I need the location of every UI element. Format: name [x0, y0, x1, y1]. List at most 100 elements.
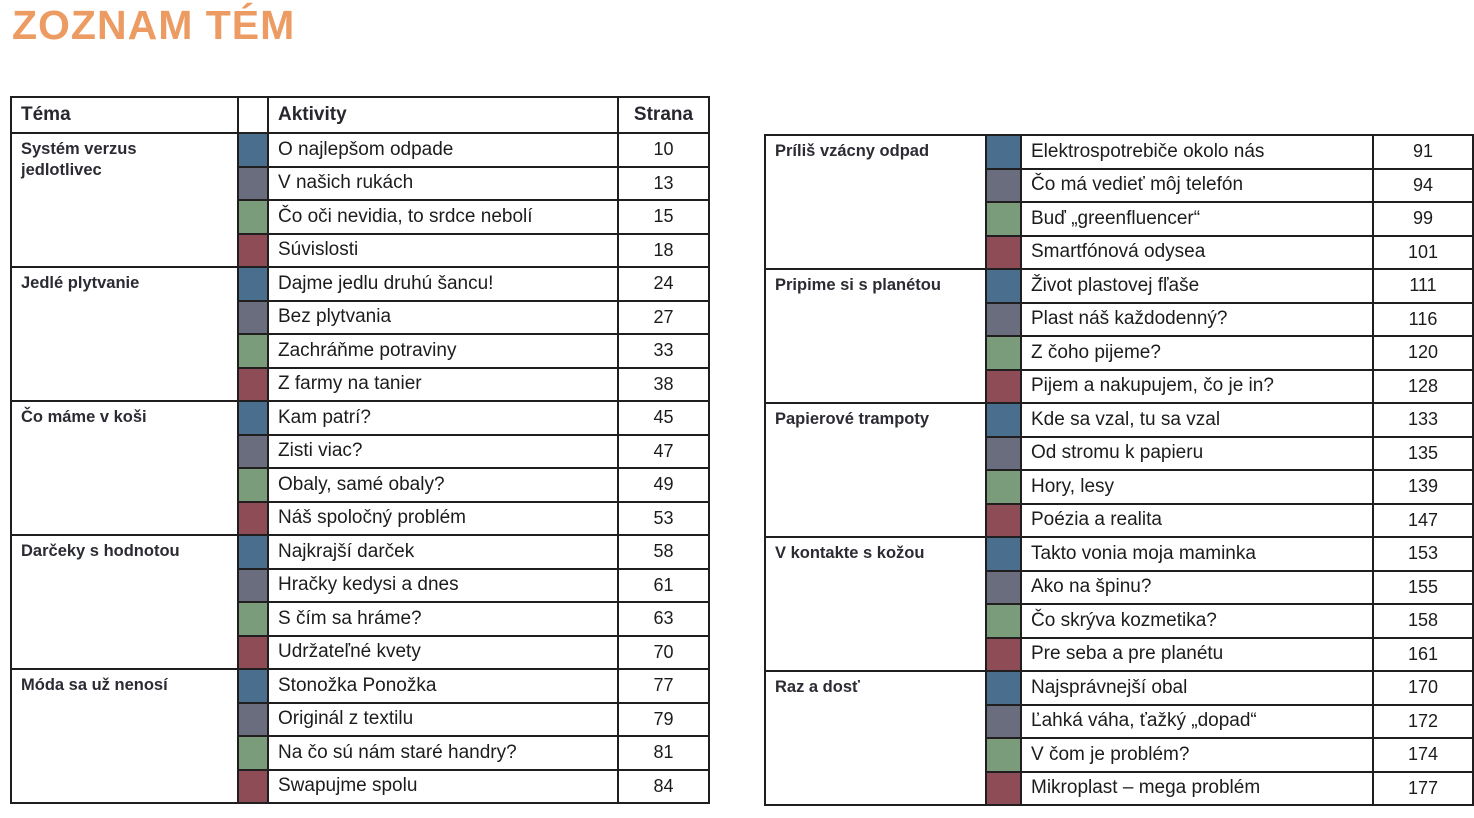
theme-cell: Systém verzus jedlotlivec: [10, 132, 239, 268]
activity-row: Na čo sú nám staré handry? 81: [11, 735, 710, 771]
activity-row: Náš spoločný problém 53: [11, 500, 710, 536]
activity-row: Papierové trampoty Kde sa vzal, tu sa vza…: [764, 402, 1474, 538]
theme-cell: Pripime si s planétou: [764, 268, 987, 404]
color-swatch-gray: [985, 301, 1022, 337]
activity-row: V kontakte s kožou Takto vonia moja mamin…: [764, 536, 1474, 672]
activity-title: Elektrospotrebiče okolo nás: [1020, 134, 1374, 170]
activity-title: Originál z textilu: [267, 701, 619, 737]
activity-title: V našich rukách: [267, 165, 619, 201]
activity-row: Čo oči nevidia, to srdce nebolí 15: [11, 199, 710, 235]
page-number: 10: [617, 132, 710, 168]
activity-row: Pre seba a pre planétu 161: [765, 636, 1474, 672]
activity-title: Najsprávnejší obal: [1020, 670, 1374, 706]
page-number: 81: [617, 735, 710, 771]
activity-title: Kde sa vzal, tu sa vzal: [1020, 402, 1374, 438]
activity-title: Bez plytvania: [267, 299, 619, 335]
page-number: 177: [1372, 770, 1474, 806]
activity-row: Hory, lesy 139: [765, 469, 1474, 505]
activity-row: Systém verzus jedlotlivec O najlepšom odp…: [10, 132, 710, 268]
theme-cell: Čo máme v koši: [10, 400, 239, 536]
activity-row: Z čoho pijeme? 120: [765, 335, 1474, 371]
activity-title: Zisti viac?: [267, 433, 619, 469]
activity-title: Hory, lesy: [1020, 469, 1374, 505]
color-swatch-gray: [237, 299, 269, 335]
activity-row: Móda sa už nenosí Stonožka Ponožka 77: [10, 668, 710, 804]
page-number: 139: [1372, 469, 1474, 505]
color-swatch-blue: [985, 268, 1022, 304]
color-swatch-green: [237, 735, 269, 771]
color-swatch-green: [237, 601, 269, 637]
activity-row: Buď „greenfluencer“ 99: [765, 201, 1474, 237]
page-number: 135: [1372, 435, 1474, 471]
activity-title: Ako na špinu?: [1020, 569, 1374, 605]
activity-row: V čom je problém? 174: [765, 737, 1474, 773]
page-number: 147: [1372, 502, 1474, 538]
activity-title: Súvislosti: [267, 232, 619, 268]
activity-title: Stonožka Ponožka: [267, 668, 619, 704]
color-swatch-gray: [237, 701, 269, 737]
activity-row: Zachráňme potraviny 33: [11, 333, 710, 369]
theme-cell: Raz a dosť: [764, 670, 987, 806]
activity-title: Buď „greenfluencer“: [1020, 201, 1374, 237]
activity-title: Z farmy na tanier: [267, 366, 619, 402]
activity-row: Mikroplast – mega problém 177: [765, 770, 1474, 806]
page-number: 94: [1372, 167, 1474, 203]
color-swatch-green: [985, 201, 1022, 237]
toc-table-left: Téma Aktivity Strana Systém verzus jedlo…: [10, 96, 710, 804]
page-number: 161: [1372, 636, 1474, 672]
activity-row: Čo máme v koši Kam patrí? 45: [10, 400, 710, 536]
theme-cell: Papierové trampoty: [764, 402, 987, 538]
page-number: 45: [617, 400, 710, 436]
activity-row: Hračky kedysi a dnes 61: [11, 567, 710, 603]
activity-row: Z farmy na tanier 38: [11, 366, 710, 402]
activity-title: Zachráňme potraviny: [267, 333, 619, 369]
page-number: 18: [617, 232, 710, 268]
color-swatch-red: [237, 366, 269, 402]
color-swatch-red: [237, 768, 269, 804]
activity-row: S čím sa hráme? 63: [11, 601, 710, 637]
page-number: 174: [1372, 737, 1474, 773]
activity-title: Swapujme spolu: [267, 768, 619, 804]
activity-title: Čo má vedieť môj telefón: [1020, 167, 1374, 203]
page-title: ZOZNAM TÉM: [12, 2, 296, 48]
color-swatch-blue: [237, 400, 269, 436]
page-number: 101: [1372, 234, 1474, 270]
activity-title: Život plastovej fľaše: [1020, 268, 1374, 304]
page-number: 170: [1372, 670, 1474, 706]
activity-row: Od stromu k papieru 135: [765, 435, 1474, 471]
activity-row: Obaly, samé obaly? 49: [11, 467, 710, 503]
activity-row: Ľahká váha, ťažký „dopad“ 172: [765, 703, 1474, 739]
header-tema: Téma: [10, 96, 239, 134]
page-number: 111: [1372, 268, 1474, 304]
color-swatch-red: [985, 636, 1022, 672]
activity-title: S čím sa hráme?: [267, 601, 619, 637]
theme-cell: V kontakte s kožou: [764, 536, 987, 672]
activity-title: Čo skrýva kozmetika?: [1020, 603, 1374, 639]
activity-row: Čo skrýva kozmetika? 158: [765, 603, 1474, 639]
page-number: 116: [1372, 301, 1474, 337]
activity-title: Mikroplast – mega problém: [1020, 770, 1374, 806]
header-strana: Strana: [617, 96, 710, 134]
theme-cell: Príliš vzácny odpad: [764, 134, 987, 270]
color-swatch-gray: [237, 433, 269, 469]
activity-row: Udržateľné kvety 70: [11, 634, 710, 670]
activity-row: Raz a dosť Najsprávnejší obal 170: [764, 670, 1474, 806]
color-swatch-red: [237, 500, 269, 536]
color-swatch-blue: [237, 668, 269, 704]
activity-row: Bez plytvania 27: [11, 299, 710, 335]
activity-title: Udržateľné kvety: [267, 634, 619, 670]
activity-title: Obaly, samé obaly?: [267, 467, 619, 503]
page-number: 33: [617, 333, 710, 369]
page-number: 61: [617, 567, 710, 603]
page-number: 120: [1372, 335, 1474, 371]
activity-row: Originál z textilu 79: [11, 701, 710, 737]
theme-cell: Jedlé plytvanie: [10, 266, 239, 402]
color-swatch-green: [237, 333, 269, 369]
color-swatch-gray: [985, 569, 1022, 605]
color-swatch-green: [985, 737, 1022, 773]
color-swatch-gray: [985, 703, 1022, 739]
activity-title: Takto vonia moja maminka: [1020, 536, 1374, 572]
color-swatch-blue: [985, 134, 1022, 170]
page-number: 153: [1372, 536, 1474, 572]
color-swatch-blue: [985, 670, 1022, 706]
